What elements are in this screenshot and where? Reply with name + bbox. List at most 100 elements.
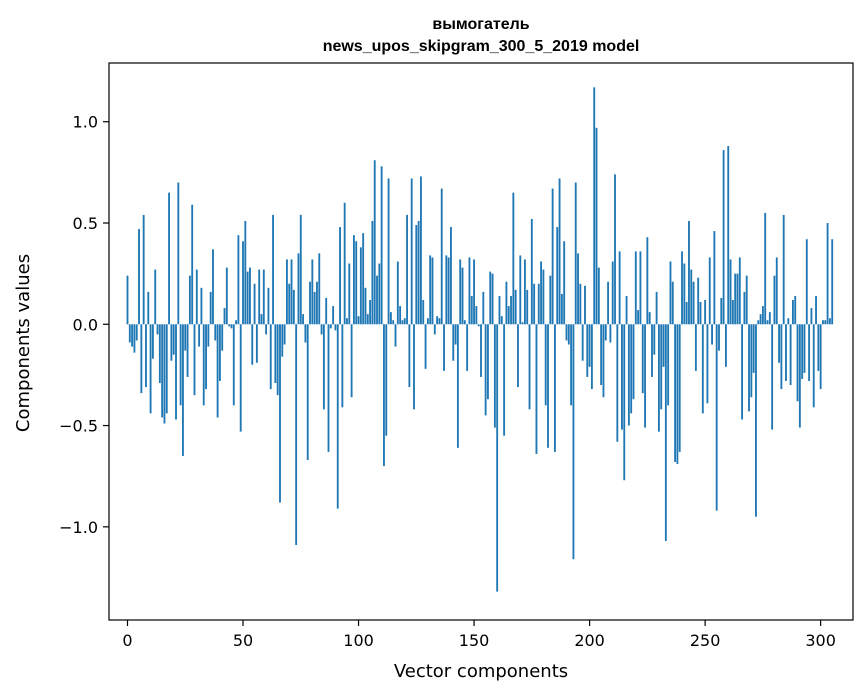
bar bbox=[473, 259, 475, 325]
bar bbox=[223, 308, 226, 325]
bar bbox=[396, 261, 399, 325]
bar bbox=[138, 229, 140, 325]
x-tick-label: 300 bbox=[805, 631, 836, 650]
bar bbox=[778, 324, 780, 363]
bar bbox=[168, 192, 170, 325]
bar bbox=[269, 324, 272, 390]
bar bbox=[581, 324, 584, 361]
bar bbox=[593, 87, 596, 325]
bar bbox=[782, 214, 785, 325]
bar bbox=[551, 188, 554, 325]
bar bbox=[657, 324, 660, 432]
bar bbox=[135, 324, 138, 341]
bar bbox=[535, 324, 538, 454]
bar bbox=[482, 291, 485, 325]
bar bbox=[359, 247, 362, 325]
bar bbox=[775, 257, 778, 325]
bar bbox=[752, 324, 755, 373]
bar bbox=[322, 324, 325, 410]
bar bbox=[537, 283, 540, 325]
bar bbox=[579, 283, 582, 325]
bar bbox=[757, 320, 760, 325]
bar bbox=[521, 322, 524, 325]
bar bbox=[648, 312, 651, 325]
bars-group bbox=[126, 87, 834, 592]
bar bbox=[773, 275, 776, 325]
bar bbox=[228, 324, 231, 327]
bar bbox=[346, 318, 348, 325]
y-axis-ticks: −1.0 −0.5 0.0 0.5 1.0 bbox=[59, 113, 109, 537]
bar bbox=[290, 259, 293, 325]
bar bbox=[480, 324, 482, 377]
bar bbox=[766, 320, 769, 325]
bar bbox=[191, 204, 194, 325]
bar bbox=[433, 324, 436, 335]
bar bbox=[828, 318, 831, 325]
bar bbox=[563, 241, 566, 325]
bar bbox=[627, 324, 630, 426]
bar bbox=[630, 324, 633, 414]
bar bbox=[179, 324, 182, 406]
x-tick-label: 100 bbox=[343, 631, 374, 650]
bar bbox=[547, 324, 549, 448]
bar bbox=[242, 241, 244, 325]
bar bbox=[688, 220, 690, 325]
bar bbox=[621, 324, 623, 430]
bar bbox=[371, 220, 374, 325]
plot-frame bbox=[108, 62, 854, 621]
bar bbox=[595, 127, 598, 325]
bar bbox=[572, 324, 575, 560]
bar bbox=[556, 227, 559, 325]
bar bbox=[304, 324, 307, 343]
bar bbox=[706, 324, 709, 404]
bar bbox=[787, 318, 790, 325]
bar bbox=[373, 160, 376, 325]
bar bbox=[357, 316, 360, 325]
bar bbox=[336, 324, 339, 509]
bar bbox=[542, 269, 545, 325]
bar bbox=[131, 324, 134, 347]
bar bbox=[445, 255, 448, 325]
bar bbox=[514, 289, 517, 325]
bar bbox=[517, 324, 519, 388]
bar bbox=[748, 324, 750, 412]
bar bbox=[170, 324, 173, 361]
bar bbox=[272, 214, 274, 325]
bar bbox=[295, 324, 298, 546]
bar bbox=[443, 324, 445, 371]
bar bbox=[348, 263, 351, 325]
bar bbox=[567, 324, 570, 345]
bar bbox=[637, 310, 640, 325]
bar bbox=[692, 281, 695, 325]
bar bbox=[403, 318, 406, 325]
bar bbox=[422, 299, 425, 325]
bar bbox=[761, 306, 764, 325]
bar bbox=[819, 324, 822, 390]
bar bbox=[681, 251, 683, 325]
bar bbox=[526, 289, 529, 325]
bar bbox=[343, 202, 346, 325]
bar bbox=[149, 324, 152, 414]
bar bbox=[399, 306, 402, 325]
y-tick-label: 0.0 bbox=[73, 315, 98, 334]
bar bbox=[803, 324, 806, 373]
bar bbox=[699, 302, 702, 325]
bar bbox=[713, 231, 716, 325]
bar bbox=[736, 273, 739, 325]
bar bbox=[664, 324, 667, 541]
bar bbox=[334, 324, 337, 331]
bar bbox=[207, 324, 210, 347]
bar bbox=[274, 324, 277, 384]
bar bbox=[309, 281, 311, 325]
bar bbox=[708, 257, 711, 325]
bar bbox=[602, 324, 605, 398]
bar bbox=[424, 324, 427, 369]
bar bbox=[251, 324, 254, 365]
bar bbox=[394, 324, 397, 347]
bar bbox=[450, 227, 452, 325]
bar bbox=[205, 324, 207, 390]
bar bbox=[431, 257, 434, 325]
bar bbox=[355, 241, 358, 325]
x-axis-ticks: 0 50 100 150 200 250 300 bbox=[122, 620, 836, 650]
bar bbox=[503, 324, 506, 436]
